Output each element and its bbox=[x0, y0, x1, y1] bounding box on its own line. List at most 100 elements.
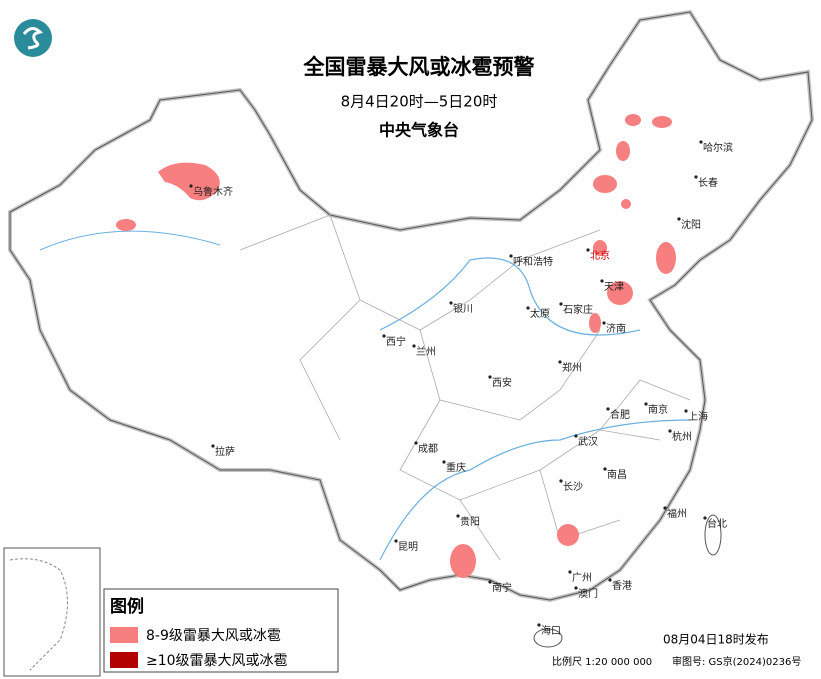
warning-area bbox=[656, 242, 676, 274]
map-subtitle: 8月4日20时—5日20时 bbox=[341, 93, 498, 111]
city-dot bbox=[449, 301, 453, 305]
warning-area bbox=[625, 114, 641, 126]
city-label: 台北 bbox=[707, 517, 727, 530]
south-china-sea-inset bbox=[3, 547, 101, 677]
city-label: 合肥 bbox=[610, 408, 630, 421]
capital-label: 北京 bbox=[590, 249, 610, 262]
city-label: 济南 bbox=[606, 322, 626, 335]
city-dot bbox=[414, 441, 418, 445]
city-dot bbox=[509, 254, 513, 258]
city-dot bbox=[412, 344, 416, 348]
city-dot bbox=[684, 409, 688, 413]
city-label: 海口 bbox=[541, 624, 561, 637]
warning-area bbox=[616, 141, 630, 161]
city-dot bbox=[559, 479, 563, 483]
city-label: 长春 bbox=[698, 177, 718, 189]
city-label: 南宁 bbox=[492, 581, 512, 594]
city-dot bbox=[668, 429, 672, 433]
city-label: 哈尔滨 bbox=[703, 141, 733, 154]
city-label: 贵阳 bbox=[460, 515, 480, 528]
city-dot bbox=[568, 570, 572, 574]
logo-mark bbox=[22, 27, 44, 50]
legend-swatch bbox=[110, 652, 138, 668]
city-label: 沈阳 bbox=[681, 218, 701, 231]
city-dot bbox=[442, 460, 446, 464]
city-label: 石家庄 bbox=[563, 303, 593, 316]
review-number: 审图号: GS京(2024)0236号 bbox=[672, 655, 801, 668]
city-dot bbox=[699, 140, 703, 144]
city-dot bbox=[189, 184, 193, 188]
city-label: 西安 bbox=[492, 376, 512, 389]
hainan bbox=[533, 628, 563, 648]
yangtze-river bbox=[379, 419, 691, 561]
map-title: 全国雷暴大风或冰雹预警 bbox=[303, 55, 535, 79]
city-label: 广州 bbox=[572, 572, 592, 584]
city-label: 武汉 bbox=[578, 435, 598, 448]
city-label: 乌鲁木齐 bbox=[193, 185, 233, 198]
legend-swatch bbox=[110, 627, 138, 643]
warning-area bbox=[116, 219, 136, 231]
city-dot bbox=[644, 402, 648, 406]
city-dot bbox=[574, 586, 578, 590]
map-scale: 比例尺 1:20 000 000 bbox=[552, 655, 652, 668]
city-label: 香港 bbox=[612, 580, 632, 592]
city-labels: 乌鲁木齐 哈尔滨 长春 沈阳 北京 呼和浩特 天津 银川 太原 石家庄 济南 西… bbox=[189, 140, 733, 637]
legend-label: 8-9级雷暴大风或冰雹 bbox=[146, 628, 281, 644]
city-dot bbox=[677, 217, 681, 221]
city-dot bbox=[600, 279, 604, 283]
city-label: 重庆 bbox=[446, 461, 466, 474]
city-dot bbox=[559, 302, 563, 306]
agency: 中央气象台 bbox=[379, 121, 459, 140]
city-label: 拉萨 bbox=[215, 445, 235, 458]
city-label: 成都 bbox=[418, 443, 438, 455]
city-label: 兰州 bbox=[416, 345, 436, 358]
warning-area bbox=[589, 313, 601, 333]
city-dot bbox=[526, 306, 530, 310]
city-dot bbox=[537, 623, 541, 627]
city-dot bbox=[663, 506, 667, 510]
city-label: 昆明 bbox=[398, 541, 418, 553]
city-dot bbox=[703, 516, 707, 520]
yellow-river bbox=[379, 257, 641, 336]
city-dot bbox=[211, 444, 215, 448]
city-dot bbox=[603, 467, 607, 471]
tarim-river bbox=[39, 230, 221, 251]
city-dot bbox=[456, 514, 460, 518]
legend-title: 图例 bbox=[110, 596, 144, 617]
warning-area bbox=[557, 524, 579, 546]
city-dot bbox=[606, 407, 610, 411]
legend-box bbox=[103, 588, 339, 673]
city-dot bbox=[394, 539, 398, 543]
city-label: 呼和浩特 bbox=[513, 256, 553, 268]
warning-area bbox=[450, 544, 476, 578]
city-label: 太原 bbox=[530, 307, 550, 320]
taiwan bbox=[704, 514, 722, 556]
warning-area bbox=[652, 116, 672, 128]
city-dot bbox=[602, 321, 606, 325]
city-label: 郑州 bbox=[562, 361, 582, 374]
city-dot bbox=[694, 175, 698, 179]
warning-area bbox=[158, 162, 220, 201]
city-label: 南昌 bbox=[607, 468, 627, 481]
inset-boundary bbox=[9, 558, 68, 671]
city-dot bbox=[488, 580, 492, 584]
city-dot bbox=[382, 334, 386, 338]
warning-area bbox=[593, 240, 607, 256]
city-dot bbox=[488, 375, 492, 379]
warning-area bbox=[621, 199, 631, 209]
city-label: 西宁 bbox=[386, 335, 406, 348]
city-label: 澳门 bbox=[578, 587, 598, 600]
warning-area bbox=[607, 281, 633, 305]
city-label: 杭州 bbox=[672, 430, 692, 443]
city-label: 福州 bbox=[667, 507, 687, 520]
city-label: 天津 bbox=[604, 281, 624, 293]
legend: 图例 8-9级雷暴大风或冰雹 ≥10级雷暴大风或冰雹 bbox=[103, 588, 339, 673]
city-label: 长沙 bbox=[563, 481, 583, 493]
city-dot bbox=[608, 578, 612, 582]
warning-area bbox=[593, 175, 617, 193]
city-label: 上海 bbox=[688, 410, 708, 423]
city-label: 南京 bbox=[648, 403, 668, 416]
city-dot bbox=[586, 248, 590, 252]
issued-time: 08月04日18时发布 bbox=[663, 632, 769, 647]
